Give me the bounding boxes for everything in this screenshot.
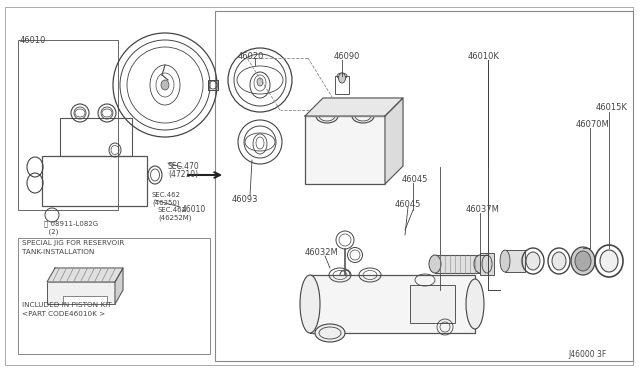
Polygon shape (385, 98, 403, 184)
Text: 46070M: 46070M (576, 120, 610, 129)
Polygon shape (47, 268, 123, 282)
Bar (480, 253, 494, 275)
Bar (63, 296, 107, 304)
Text: (47210): (47210) (168, 170, 198, 179)
Bar (215, 11, 633, 361)
Bar (60, 118, 132, 156)
Ellipse shape (339, 73, 346, 83)
Ellipse shape (600, 250, 618, 272)
Text: 46010: 46010 (20, 36, 46, 45)
Text: SEC.470: SEC.470 (168, 162, 200, 171)
Ellipse shape (575, 251, 591, 271)
Bar (18, 40, 118, 210)
Ellipse shape (474, 255, 486, 273)
Bar (310, 275, 475, 333)
Text: 46045: 46045 (395, 200, 421, 209)
Bar (42, 156, 147, 206)
Bar (305, 116, 385, 184)
Bar (208, 80, 218, 90)
Bar (505, 250, 525, 272)
Text: 46045: 46045 (402, 175, 428, 184)
Text: 46020: 46020 (238, 52, 264, 61)
Text: SEC.462: SEC.462 (152, 192, 181, 198)
Text: 46090: 46090 (334, 52, 360, 61)
Text: Ⓝ 08911-L082G: Ⓝ 08911-L082G (44, 220, 98, 227)
Ellipse shape (552, 252, 566, 270)
Polygon shape (305, 98, 403, 116)
Ellipse shape (300, 275, 320, 333)
Ellipse shape (500, 250, 510, 272)
Ellipse shape (257, 78, 263, 86)
Text: (46252M): (46252M) (158, 214, 191, 221)
Text: SPECIAL JIG FOR RESERVOIR: SPECIAL JIG FOR RESERVOIR (22, 240, 124, 246)
Ellipse shape (571, 247, 595, 275)
Bar (335, 76, 349, 94)
Text: 46010K: 46010K (468, 52, 500, 61)
Bar (47, 282, 115, 304)
Bar (435, 255, 480, 273)
Text: (2): (2) (44, 228, 58, 234)
Text: 46010: 46010 (182, 205, 206, 214)
Text: 46037M: 46037M (466, 205, 500, 214)
Ellipse shape (466, 279, 484, 329)
Text: TANK-INSTALLATION: TANK-INSTALLATION (22, 249, 94, 255)
Text: INCLUDED IN PISTON KIT: INCLUDED IN PISTON KIT (22, 302, 111, 308)
Ellipse shape (161, 80, 169, 90)
Polygon shape (115, 268, 123, 304)
Ellipse shape (315, 324, 345, 342)
Text: 46032M: 46032M (305, 248, 339, 257)
Text: (46250): (46250) (152, 199, 180, 205)
Bar (18, 238, 210, 354)
Text: 46015K: 46015K (596, 103, 628, 112)
Text: SEC.462: SEC.462 (158, 207, 187, 213)
Text: J46000 3F: J46000 3F (568, 350, 606, 359)
Bar (410, 285, 455, 323)
Text: 46093: 46093 (232, 195, 259, 204)
Ellipse shape (526, 252, 540, 270)
Text: <PART CODE46010K >: <PART CODE46010K > (22, 311, 105, 317)
Ellipse shape (429, 255, 441, 273)
